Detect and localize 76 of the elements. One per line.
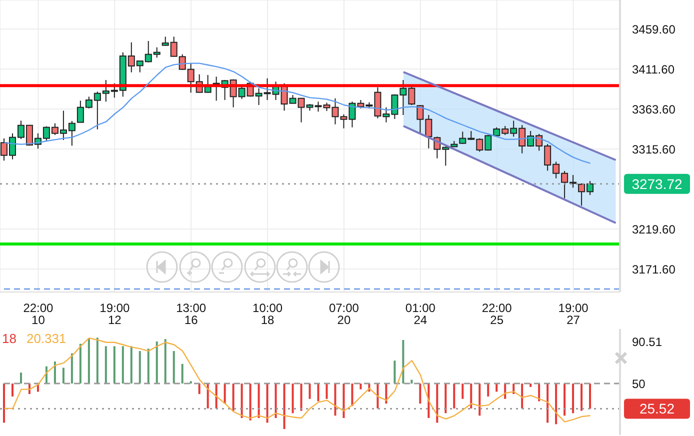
bar <box>436 384 438 423</box>
bar <box>572 384 574 414</box>
bar <box>232 384 234 411</box>
bar <box>130 346 132 384</box>
bar <box>351 384 354 406</box>
bar <box>79 344 82 384</box>
x-tick-label: 01:00 24 <box>405 301 436 327</box>
x-tick-label: 10:00 18 <box>252 301 283 327</box>
bar <box>62 368 64 384</box>
bar <box>546 384 549 423</box>
bar <box>478 384 481 416</box>
bar <box>88 338 90 384</box>
bar <box>240 384 243 418</box>
bar <box>224 384 226 404</box>
bar <box>3 384 5 423</box>
bar <box>394 360 396 384</box>
bar <box>283 384 286 430</box>
bar <box>462 384 464 399</box>
bar <box>172 351 175 384</box>
y-tick-label: 3363.60 <box>632 102 676 116</box>
bar <box>342 384 345 418</box>
bar <box>70 353 73 384</box>
bar <box>164 339 166 384</box>
bar <box>580 384 583 411</box>
bar <box>521 384 524 408</box>
bar <box>530 384 532 387</box>
bar <box>402 340 404 384</box>
bar <box>334 384 336 416</box>
y-tick-label: 3219.60 <box>632 222 676 236</box>
bar <box>419 384 422 404</box>
series-label: 20.331 <box>26 331 66 346</box>
y-tick-label: 3459.60 <box>632 22 676 36</box>
x-tick-label: 19:00 27 <box>558 301 589 327</box>
text: 18 <box>2 331 16 346</box>
y-tick-label: 3411.60 <box>632 62 675 76</box>
bar <box>317 384 320 402</box>
bar <box>266 384 268 423</box>
bar <box>308 384 311 399</box>
x-tick-label: 07:00 20 <box>328 301 360 327</box>
bar <box>360 384 362 390</box>
bar <box>190 381 192 384</box>
bar <box>274 384 277 418</box>
bar <box>470 384 472 408</box>
bar <box>54 362 56 384</box>
bar <box>444 384 447 414</box>
bar <box>453 384 456 408</box>
bar <box>198 384 200 394</box>
bar <box>249 384 252 420</box>
bar <box>410 380 413 384</box>
y-tick-label: 90.51 <box>632 335 662 350</box>
bar <box>122 346 124 384</box>
bar <box>147 348 150 384</box>
y-tick-label: 50 <box>632 376 646 391</box>
bar <box>292 384 294 414</box>
x-tick-label: 19:00 12 <box>100 301 130 327</box>
bar <box>96 338 98 384</box>
bar <box>104 346 107 384</box>
bar <box>589 384 592 409</box>
y-tick-label: 3171.60 <box>632 262 676 276</box>
bar <box>555 384 558 424</box>
bar <box>156 341 158 384</box>
ref-line-label: 3273.72 <box>632 176 683 192</box>
bar <box>11 384 14 397</box>
x-tick-label: 22:00 10 <box>23 301 54 327</box>
bar <box>138 351 141 384</box>
x-tick-label: 22:00 25 <box>482 301 512 327</box>
bar <box>181 364 184 384</box>
bar <box>487 384 490 397</box>
ref-line-label: 25.52 <box>639 400 675 417</box>
bar <box>20 372 22 384</box>
bar <box>113 346 116 384</box>
x-tick-label: 13:00 16 <box>176 301 206 327</box>
y-tick-label: 3315.60 <box>632 142 676 156</box>
bar <box>326 384 328 399</box>
bar <box>564 384 566 416</box>
bar <box>300 384 302 411</box>
